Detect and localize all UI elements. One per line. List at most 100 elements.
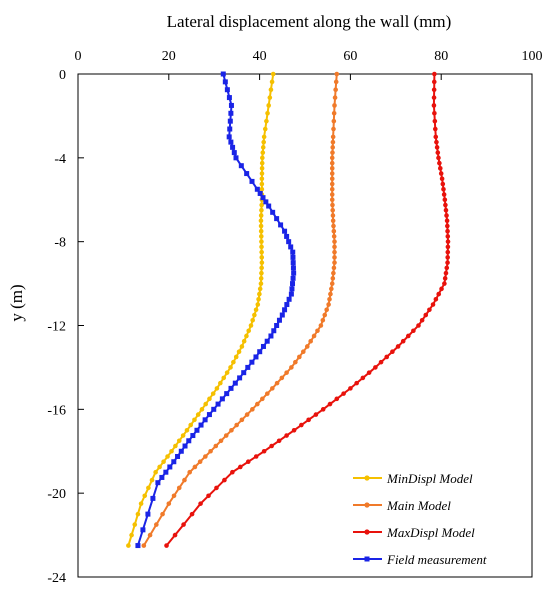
data-point: [395, 344, 401, 349]
data-point: [249, 359, 255, 365]
data-point: [182, 477, 187, 483]
data-point: [269, 443, 274, 449]
data-point: [278, 222, 284, 228]
data-point: [259, 176, 265, 182]
data-point: [431, 103, 437, 108]
x-tick-label: 100: [522, 49, 543, 64]
data-point: [250, 317, 255, 323]
data-point: [331, 228, 337, 234]
legend-marker: [364, 502, 370, 508]
data-point: [228, 139, 234, 145]
data-point: [291, 270, 297, 276]
data-point: [190, 433, 196, 439]
data-point: [427, 307, 432, 313]
legend-label: MaxDispl Model: [386, 525, 475, 540]
data-point: [434, 145, 440, 150]
data-point: [233, 354, 239, 360]
data-point: [432, 126, 438, 132]
data-point: [224, 370, 230, 375]
data-point: [330, 207, 335, 213]
x-tick-label: 0: [75, 49, 82, 64]
data-point: [214, 386, 220, 391]
data-point: [329, 155, 335, 161]
data-point: [132, 522, 138, 527]
data-point: [221, 375, 227, 381]
data-point: [268, 87, 274, 93]
data-point: [444, 218, 450, 224]
data-point: [259, 160, 265, 166]
legend-item: Main Model: [353, 498, 451, 513]
data-point: [331, 118, 337, 124]
data-point: [442, 281, 447, 286]
data-point: [161, 459, 166, 465]
data-point: [328, 291, 333, 297]
data-point: [222, 477, 227, 483]
data-point: [259, 202, 264, 208]
data-point: [160, 511, 165, 517]
data-point: [434, 139, 439, 145]
data-point: [366, 370, 372, 375]
data-point: [157, 464, 162, 470]
data-point: [411, 328, 416, 334]
y-axis-title: y (m): [7, 284, 26, 321]
data-point: [445, 255, 450, 260]
data-point: [165, 454, 170, 459]
data-point: [255, 302, 261, 307]
data-point: [259, 234, 264, 239]
data-point: [253, 354, 259, 360]
data-point: [331, 265, 337, 271]
data-point: [400, 338, 406, 344]
data-point: [207, 396, 212, 402]
data-point: [331, 234, 337, 239]
data-point: [284, 370, 289, 375]
data-point: [332, 244, 337, 250]
data-point: [264, 338, 270, 344]
data-point: [260, 195, 266, 201]
data-point: [258, 276, 264, 281]
data-point: [135, 543, 141, 549]
data-point: [169, 448, 174, 454]
data-point: [378, 359, 384, 365]
data-point: [206, 412, 212, 418]
data-point: [433, 297, 439, 302]
plot-axes: 0 20 40 60 80 100 0 -4 -8 -12 -16 -20 -24: [47, 49, 542, 586]
data-point: [186, 438, 192, 444]
data-point: [172, 532, 178, 538]
legend-label: Main Model: [386, 498, 451, 513]
data-point: [182, 443, 188, 449]
data-point: [238, 163, 244, 169]
data-point: [290, 265, 296, 271]
data-point: [224, 87, 230, 93]
data-point: [258, 281, 264, 286]
data-point: [237, 375, 243, 381]
data-point: [419, 317, 425, 323]
data-point: [260, 343, 266, 349]
series-mindispl-model: [126, 71, 276, 548]
data-point: [290, 260, 296, 266]
data-point: [311, 333, 317, 339]
data-point: [211, 406, 217, 412]
data-point: [290, 249, 296, 255]
data-point: [270, 209, 276, 215]
data-point: [289, 286, 295, 292]
data-point: [334, 71, 340, 77]
data-point: [432, 71, 437, 77]
data-point: [320, 407, 326, 412]
data-point: [331, 270, 336, 276]
data-point: [250, 407, 255, 412]
data-point: [236, 349, 242, 354]
data-point: [261, 134, 267, 140]
data-point: [231, 150, 237, 156]
data-point: [423, 312, 429, 318]
data-point: [261, 139, 266, 145]
data-point: [146, 485, 151, 491]
data-point: [431, 87, 437, 93]
data-point: [244, 412, 250, 417]
data-point: [276, 317, 282, 323]
data-point: [445, 234, 451, 239]
legend-item: Field measurement: [353, 552, 487, 567]
y-tick-label: -8: [54, 236, 66, 251]
data-point: [329, 286, 334, 292]
data-point: [228, 385, 234, 391]
